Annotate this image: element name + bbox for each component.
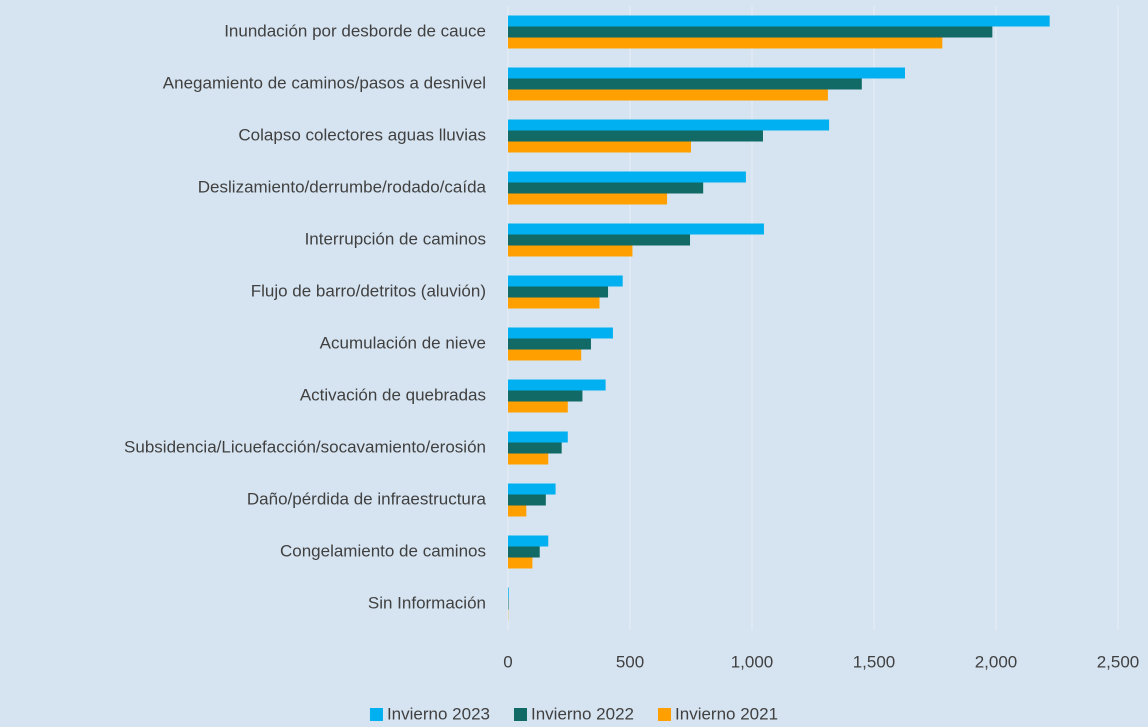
bar — [508, 89, 828, 101]
bar — [508, 171, 746, 183]
y-tick-label: Activación de quebradas — [300, 385, 486, 404]
bar — [508, 483, 556, 495]
bar — [508, 223, 764, 235]
bar — [508, 494, 546, 506]
bar — [508, 546, 540, 558]
y-tick-label: Acumulación de nieve — [320, 333, 486, 352]
x-tick-label: 0 — [503, 652, 512, 671]
y-tick-label: Subsidencia/Licuefacción/socavamiento/er… — [124, 437, 486, 456]
bar — [508, 193, 668, 205]
x-tick-label: 1,000 — [731, 652, 774, 671]
bar — [508, 442, 562, 454]
bar — [508, 349, 582, 361]
y-tick-label: Anegamiento de caminos/pasos a desnivel — [163, 73, 486, 92]
y-tick-label: Interrupción de caminos — [305, 229, 486, 248]
x-tick-label: 500 — [616, 652, 644, 671]
x-tick-label: 2,000 — [975, 652, 1018, 671]
bar — [508, 557, 533, 569]
bar — [508, 535, 549, 547]
x-tick-label: 1,500 — [853, 652, 896, 671]
legend-label: Invierno 2022 — [531, 704, 634, 723]
bar — [508, 505, 527, 517]
bar — [508, 130, 763, 142]
x-tick-label: 2,500 — [1097, 652, 1140, 671]
bar — [508, 431, 568, 443]
y-tick-label: Sin Información — [368, 593, 486, 612]
bar — [508, 15, 1050, 27]
y-tick-label: Congelamiento de caminos — [280, 541, 486, 560]
y-tick-label: Colapso colectores aguas lluvias — [238, 125, 486, 144]
y-tick-label: Deslizamiento/derrumbe/rodado/caída — [198, 177, 487, 196]
legend-label: Invierno 2023 — [387, 704, 490, 723]
bar — [508, 327, 613, 339]
bar — [508, 234, 691, 246]
bar — [508, 453, 549, 465]
legend-label: Invierno 2021 — [675, 704, 778, 723]
y-tick-label: Inundación por desborde de cauce — [224, 21, 486, 40]
legend-swatch — [658, 708, 672, 721]
y-tick-label: Daño/pérdida de infraestructura — [247, 489, 487, 508]
bar — [508, 338, 591, 350]
bar — [508, 587, 509, 599]
legend-swatch — [369, 708, 383, 721]
bar — [508, 297, 600, 309]
bar — [508, 141, 691, 153]
bar — [508, 390, 583, 402]
legend-swatch — [513, 708, 527, 721]
bar — [508, 275, 623, 287]
bar — [508, 286, 609, 298]
bar — [508, 379, 606, 391]
bar — [508, 245, 633, 257]
bar — [508, 37, 943, 49]
bar — [508, 26, 993, 38]
bar — [508, 67, 905, 79]
y-tick-label: Flujo de barro/detritos (aluvión) — [251, 281, 486, 300]
bar — [508, 182, 704, 194]
bar — [508, 119, 830, 131]
bar — [508, 78, 862, 90]
bar — [508, 401, 568, 413]
